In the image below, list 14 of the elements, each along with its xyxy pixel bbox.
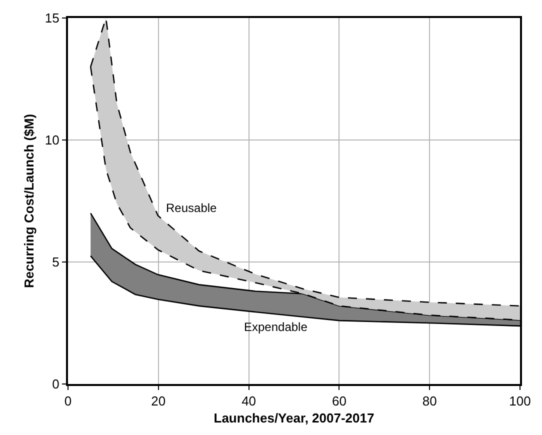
x-tick-label: 60 <box>332 394 346 409</box>
y-axis-title: Recurring Cost/Launch ($M) <box>21 114 36 288</box>
x-tick-label: 100 <box>509 394 531 409</box>
x-axis-title: Launches/Year, 2007-2017 <box>214 410 374 426</box>
x-tick-label: 20 <box>151 394 166 409</box>
y-tick-label: 5 <box>52 254 60 270</box>
series-label: Expendable <box>244 320 308 334</box>
x-tick-label: 80 <box>422 394 437 409</box>
y-tick-label: 10 <box>44 132 60 148</box>
x-tick-label: 40 <box>242 394 256 409</box>
x-tick-label: 0 <box>64 394 72 409</box>
series-label: Reusable <box>166 201 218 215</box>
y-tick-label: 0 <box>52 376 60 392</box>
y-tick-label: 15 <box>44 10 60 26</box>
